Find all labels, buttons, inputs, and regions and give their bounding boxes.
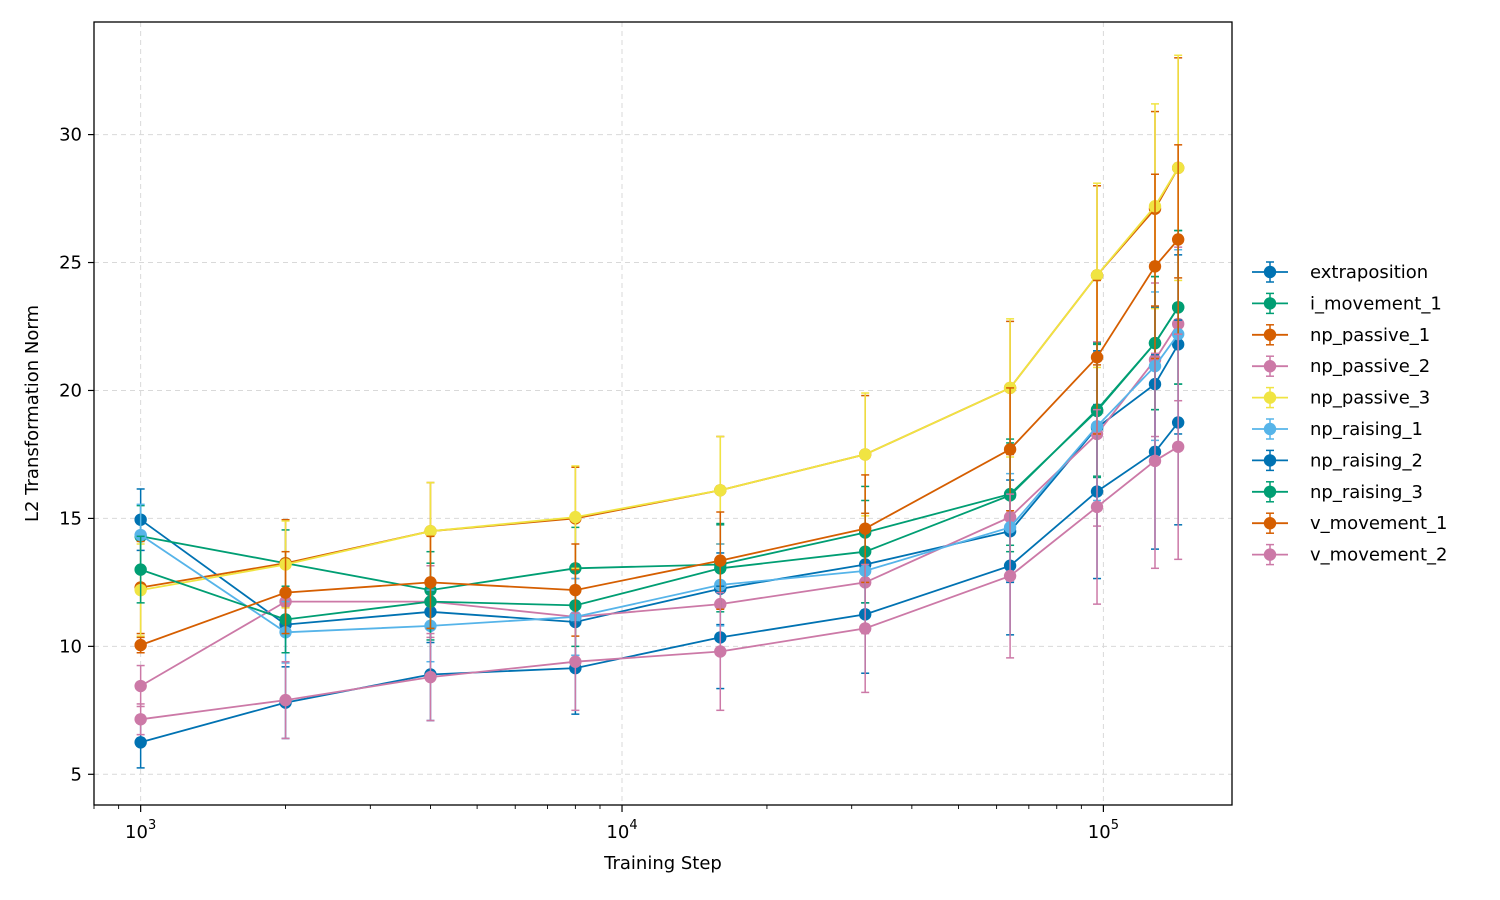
y-tick-label: 25 — [59, 253, 82, 274]
data-point — [1090, 500, 1104, 514]
legend-marker — [1263, 297, 1277, 310]
data-point — [714, 645, 727, 658]
legend-item: np_raising_1 — [1252, 418, 1423, 440]
series-line — [140, 446, 1179, 721]
data-point — [858, 622, 872, 635]
legend-item: np_passive_2 — [1252, 355, 1430, 377]
x-axis-label: Training Step — [603, 853, 722, 874]
x-tick-base: 10 — [1088, 822, 1111, 843]
legend-label: np_raising_1 — [1310, 419, 1423, 440]
data-point — [714, 554, 727, 567]
data-point — [134, 638, 147, 652]
data-point — [1003, 443, 1017, 456]
data-point — [1171, 440, 1185, 453]
data-point — [134, 713, 147, 726]
data-point — [1090, 269, 1104, 282]
legend-item: np_passive_1 — [1252, 324, 1430, 346]
legend-marker — [1263, 328, 1277, 341]
data-point — [858, 448, 872, 461]
legend-label: extraposition — [1310, 262, 1428, 283]
legend-marker — [1263, 422, 1277, 436]
legend-item: extraposition — [1252, 261, 1428, 283]
x-tick-label: 105 — [1088, 818, 1119, 843]
series-line — [140, 167, 1179, 591]
legend-marker — [1263, 360, 1277, 373]
data-point — [1171, 233, 1185, 246]
y-tick-label: 10 — [59, 636, 82, 657]
series-line — [140, 343, 1179, 626]
series-v_movement_2 — [134, 333, 1185, 740]
data-point — [134, 736, 147, 749]
y-tick-label: 15 — [59, 508, 82, 529]
series-line — [140, 238, 1179, 646]
data-point — [1003, 569, 1017, 583]
data-point — [1090, 351, 1104, 364]
data-point — [1148, 454, 1162, 468]
legend-marker — [1263, 391, 1277, 404]
legend-label: i_movement_1 — [1310, 293, 1442, 314]
x-tick-exponent: 3 — [148, 818, 156, 833]
series-line — [140, 333, 1179, 634]
plot-area — [134, 54, 1185, 769]
legend-marker — [1263, 517, 1277, 530]
legend-marker — [1263, 265, 1277, 279]
series-line — [140, 306, 1179, 621]
legend-marker — [1263, 454, 1277, 467]
legend: extraposition i_movement_1 np_passive_1 np_… — [1252, 261, 1447, 566]
data-point — [424, 576, 437, 589]
series-v_movement_1 — [134, 144, 1185, 654]
y-tick-label: 20 — [59, 380, 82, 401]
data-point — [569, 655, 582, 668]
y-tick-label: 5 — [71, 764, 82, 785]
data-point — [279, 586, 292, 599]
legend-item: v_movement_1 — [1252, 512, 1447, 534]
data-point — [569, 583, 582, 597]
data-point — [279, 693, 292, 707]
data-point — [424, 670, 437, 684]
axes-frame — [93, 21, 1233, 806]
legend-label: v_movement_2 — [1310, 545, 1447, 566]
data-point — [424, 525, 437, 538]
x-tick-exponent: 4 — [629, 818, 637, 833]
x-tick-base: 10 — [125, 822, 148, 843]
data-point — [134, 563, 147, 576]
legend-label: v_movement_1 — [1310, 513, 1447, 534]
legend-label: np_passive_1 — [1310, 325, 1430, 346]
data-point — [1148, 260, 1162, 273]
data-point — [714, 484, 727, 497]
legend-marker — [1263, 485, 1277, 498]
legend-item: v_movement_2 — [1252, 543, 1447, 566]
legend-item: i_movement_1 — [1252, 292, 1442, 314]
x-tick-exponent: 5 — [1111, 818, 1119, 833]
y-axis-label: L2 Transformation Norm — [22, 305, 43, 522]
legend-label: np_passive_2 — [1310, 356, 1430, 377]
data-point — [569, 510, 582, 524]
legend-marker — [1263, 548, 1277, 561]
data-point — [858, 522, 872, 535]
legend-item: np_raising_2 — [1252, 449, 1423, 471]
legend-label: np_raising_2 — [1310, 450, 1423, 471]
legend-label: np_raising_3 — [1310, 482, 1423, 503]
data-point — [134, 528, 147, 542]
legend-label: np_passive_3 — [1310, 388, 1430, 409]
data-point — [134, 679, 147, 693]
legend-item: np_raising_3 — [1252, 481, 1423, 503]
x-tick-label: 103 — [125, 818, 156, 843]
x-tick-label: 104 — [606, 818, 637, 843]
y-tick-label: 30 — [59, 125, 82, 146]
legend-item: np_passive_3 — [1252, 386, 1430, 409]
x-tick-base: 10 — [606, 822, 629, 843]
